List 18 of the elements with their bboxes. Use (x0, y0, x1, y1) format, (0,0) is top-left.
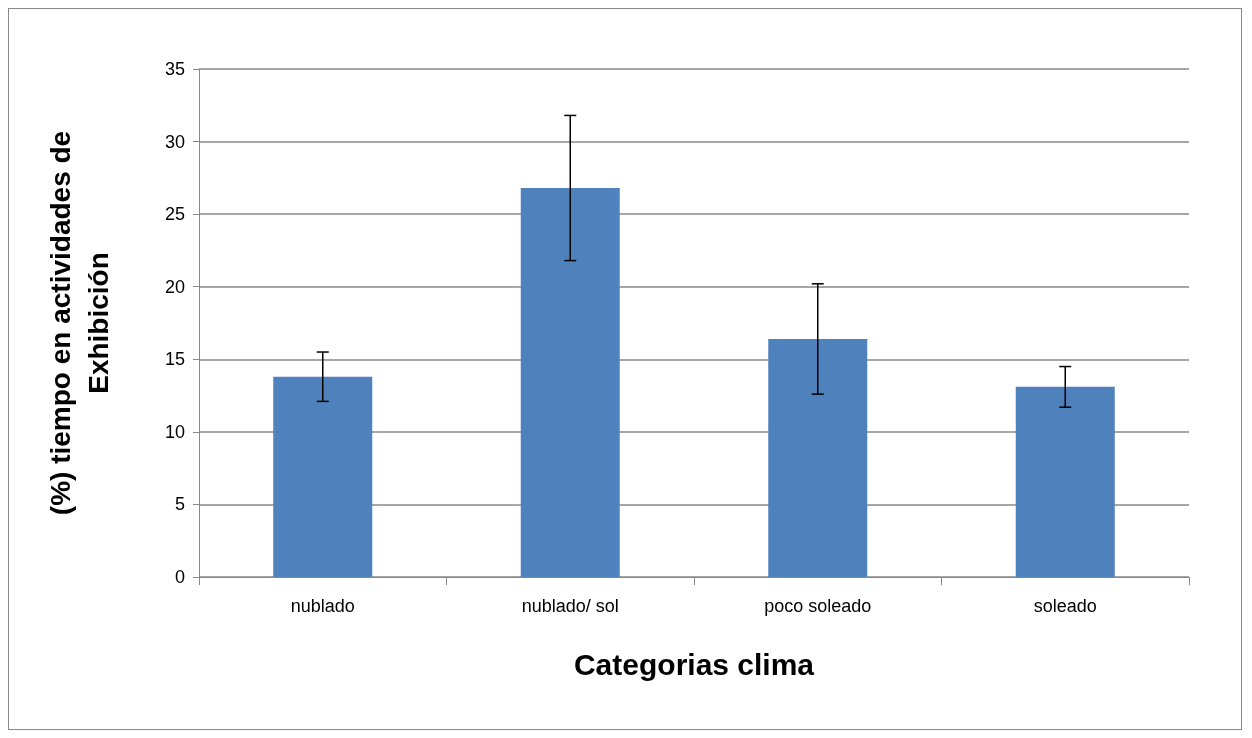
x-tick-label: soleado (1033, 596, 1097, 616)
y-tick-label: 10 (164, 421, 185, 442)
y-tick-label: 25 (164, 204, 185, 225)
y-tick-label: 35 (164, 59, 185, 79)
bar (520, 188, 620, 577)
y-tick-label: 20 (164, 276, 185, 297)
y-tick-label: 5 (174, 494, 185, 515)
y-tick-label: 0 (174, 567, 185, 587)
bar (273, 376, 373, 577)
x-axis-title: Categorias clima (573, 647, 815, 681)
bar (768, 338, 868, 577)
x-tick-label: poco soleado (764, 596, 872, 616)
y-axis-title: (%) tiempo en actividades de Exhibición (44, 130, 114, 516)
x-tick-label: nublado/ sol (521, 596, 619, 616)
y-tick-label: 30 (164, 131, 185, 152)
bar (1015, 386, 1115, 577)
x-tick-label: nublado (290, 596, 355, 616)
y-tick-label: 15 (164, 349, 185, 370)
